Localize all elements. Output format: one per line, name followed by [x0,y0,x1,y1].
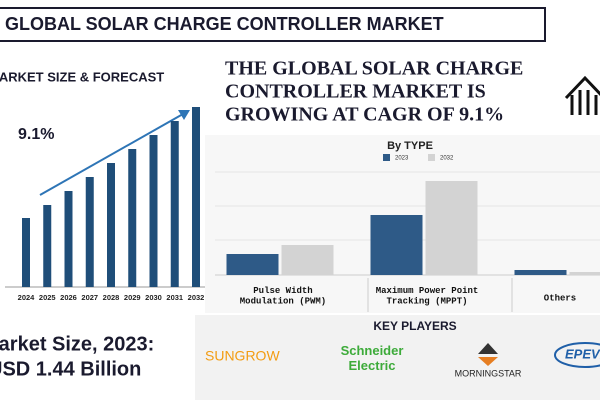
bar [43,205,52,287]
company-logo: SUNGROW [205,348,280,364]
headline: THE GLOBAL SOLAR CHARGE [225,58,523,80]
headline: GROWING AT CAGR OF 9.1% [225,104,504,126]
x-tick-label: 2025 [39,293,56,302]
company-logo: MORNINGSTAR [455,368,522,378]
title-box [0,7,546,42]
bar [370,215,423,275]
bar [64,191,73,287]
bar [170,121,179,287]
market-size-value: USD 1.44 Billion [0,358,141,380]
bar [22,218,30,287]
arrow-head [178,110,190,120]
legend-swatch [428,154,435,161]
bar [226,254,279,275]
logo-icon [478,357,498,366]
x-tick-label: 2029 [124,293,141,302]
x-tick-label: 2030 [145,293,162,302]
legend-label: 2032 [440,156,454,162]
x-tick-label: 2031 [166,293,183,302]
company-logo: Schneider Electric [341,343,404,373]
players-panel [195,315,600,400]
bar [425,181,478,275]
bar [107,163,115,287]
bar [514,270,567,275]
bar [281,245,334,275]
house-icon [564,75,600,115]
x-tick-label: Pulse Width Modulation (PWM) [240,286,326,306]
logo-icon [478,343,498,354]
chart-title: By TYPE [387,140,433,152]
annotation: 9.1% [18,126,54,143]
bar [128,149,137,287]
logo-ring [554,342,600,368]
chart-title: MARKET SIZE & FORECAST [0,69,164,84]
page-title: GLOBAL SOLAR CHARGE CONTROLLER MARKET [5,14,444,34]
x-tick-label: 2028 [103,293,120,302]
market-size-label: Market Size, 2023: [0,333,154,355]
x-tick-label: 2027 [81,293,98,302]
x-tick-label: 2024 [18,293,36,302]
bar [569,272,600,275]
bar [149,135,158,287]
company-logo: EPEVER [565,346,600,361]
bar [85,177,94,287]
section-title: KEY PLAYERS [373,319,456,333]
x-tick-label: 2026 [60,293,77,302]
legend-label: 2023 [395,156,409,162]
x-tick-label: Maximum Power Point Tracking (MPPT) [376,286,479,306]
bar [192,107,200,287]
x-tick-label: Others [544,293,576,303]
legend-swatch [383,154,390,161]
headline: CONTROLLER MARKET IS [225,81,486,103]
x-tick-label: 2032 [188,293,205,302]
trend-arrow [39,113,184,196]
